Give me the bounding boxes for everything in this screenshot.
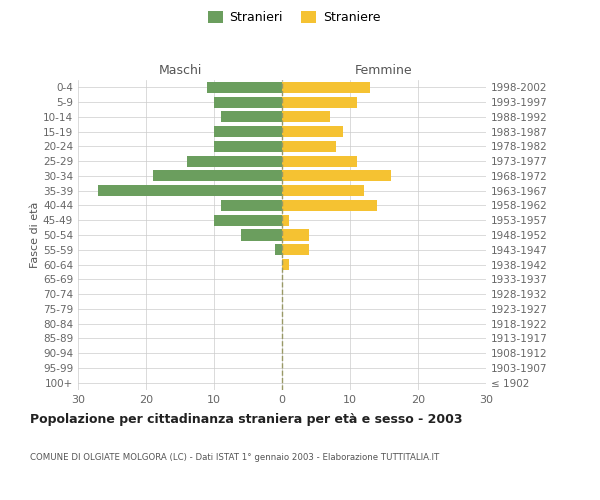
Bar [282, 96, 357, 108]
Bar [282, 200, 377, 211]
Bar [214, 141, 282, 152]
Bar [282, 214, 289, 226]
Bar [282, 170, 391, 181]
Bar [214, 126, 282, 137]
Text: Popolazione per cittadinanza straniera per età e sesso - 2003: Popolazione per cittadinanza straniera p… [30, 412, 463, 426]
Bar [214, 214, 282, 226]
Legend: Stranieri, Straniere: Stranieri, Straniere [203, 6, 385, 29]
Bar [282, 112, 329, 122]
Bar [221, 112, 282, 122]
Bar [187, 156, 282, 166]
Bar [207, 82, 282, 93]
Bar [214, 96, 282, 108]
Y-axis label: Fasce di età: Fasce di età [30, 202, 40, 268]
Text: Maschi: Maschi [158, 64, 202, 78]
Text: COMUNE DI OLGIATE MOLGORA (LC) - Dati ISTAT 1° gennaio 2003 - Elaborazione TUTTI: COMUNE DI OLGIATE MOLGORA (LC) - Dati IS… [30, 452, 439, 462]
Bar [282, 259, 289, 270]
Bar [282, 126, 343, 137]
Bar [153, 170, 282, 181]
Bar [282, 82, 370, 93]
Bar [282, 141, 337, 152]
Text: Femmine: Femmine [355, 64, 413, 78]
Bar [275, 244, 282, 256]
Bar [98, 185, 282, 196]
Bar [221, 200, 282, 211]
Bar [282, 156, 357, 166]
Bar [282, 230, 309, 240]
Bar [282, 185, 364, 196]
Bar [282, 244, 309, 256]
Bar [241, 230, 282, 240]
